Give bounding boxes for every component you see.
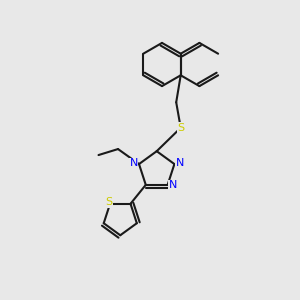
Text: N: N — [129, 158, 138, 169]
Text: N: N — [176, 158, 184, 168]
Text: S: S — [177, 123, 184, 133]
Text: S: S — [105, 197, 112, 207]
Text: N: N — [169, 180, 177, 190]
